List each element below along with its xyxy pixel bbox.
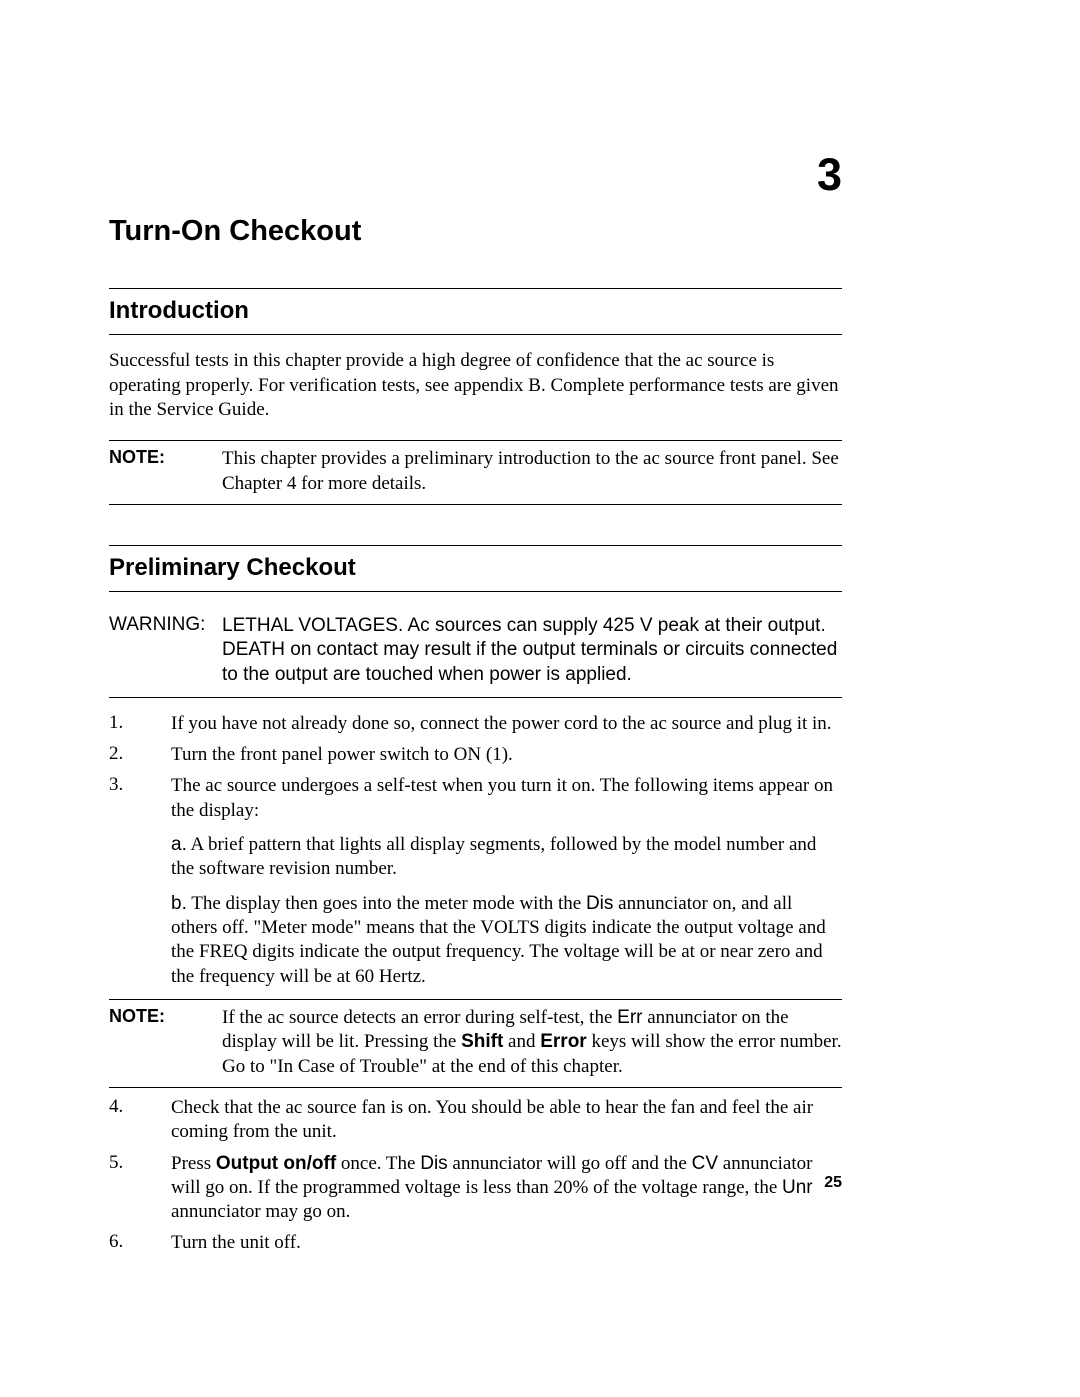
intro-paragraph: Successful tests in this chapter provide…: [109, 349, 842, 422]
step-5: 5. Press Output on/off once. The Dis ann…: [109, 1152, 842, 1225]
warning-body: LETHAL VOLTAGES. Ac sources can supply 4…: [222, 614, 842, 687]
heading-preliminary: Preliminary Checkout: [109, 554, 842, 582]
note2-error: Error: [540, 1031, 586, 1052]
step-6: 6. Turn the unit off.: [109, 1231, 842, 1255]
step5-p3: annunciator will go off and the: [448, 1153, 692, 1174]
step-body: Turn the unit off.: [171, 1231, 842, 1255]
note2-p3: and: [503, 1031, 540, 1052]
step-body: Check that the ac source fan is on. You …: [171, 1096, 842, 1145]
chapter-number: 3: [109, 152, 842, 197]
warning-box: WARNING: LETHAL VOLTAGES. Ac sources can…: [109, 606, 842, 698]
step-body: If you have not already done so, connect…: [171, 712, 842, 736]
step-4: 4. Check that the ac source fan is on. Y…: [109, 1096, 842, 1145]
step-3b-p1: The display then goes into the meter mod…: [187, 893, 586, 914]
section-preliminary: Preliminary Checkout WARNING: LETHAL VOL…: [109, 545, 842, 1256]
step-num: 2.: [109, 743, 171, 767]
note2-rule-bottom: [109, 1087, 842, 1088]
note-row: NOTE: This chapter provides a preliminar…: [109, 441, 842, 504]
section-introduction: Introduction Successful tests in this ch…: [109, 288, 842, 505]
step5-p2: once. The: [336, 1153, 420, 1174]
warning-label: WARNING:: [109, 614, 222, 687]
content-area: 3 Turn-On Checkout Introduction Successf…: [109, 152, 842, 1263]
section-rule-top-2: [109, 545, 842, 546]
page-number: 25: [824, 1174, 842, 1192]
note-box-intro: NOTE: This chapter provides a preliminar…: [109, 440, 842, 505]
note-body: This chapter provides a preliminary intr…: [222, 447, 842, 496]
section-rule-top: [109, 288, 842, 289]
step-num: 4.: [109, 1096, 171, 1145]
note2-p1: If the ac source detects an error during…: [222, 1007, 617, 1028]
steps-list-a: 1. If you have not already done so, conn…: [109, 712, 842, 989]
step5-unr: Unr: [782, 1177, 813, 1198]
step-2: 2. Turn the front panel power switch to …: [109, 743, 842, 767]
step5-p1: Press: [171, 1153, 216, 1174]
step-3b-prefix: b.: [171, 893, 187, 914]
note2-shift: Shift: [461, 1031, 503, 1052]
step-3a-prefix: a.: [171, 834, 187, 855]
note2-body: If the ac source detects an error during…: [222, 1006, 842, 1079]
step5-cv: CV: [692, 1153, 718, 1174]
warning-row: WARNING: LETHAL VOLTAGES. Ac sources can…: [109, 606, 842, 697]
step-num: 5.: [109, 1152, 171, 1225]
step-num: 1.: [109, 712, 171, 736]
step-body: The ac source undergoes a self-test when…: [171, 774, 842, 989]
step-3: 3. The ac source undergoes a self-test w…: [109, 774, 842, 989]
step5-dis: Dis: [420, 1153, 447, 1174]
step-3a-body: A brief pattern that lights all display …: [171, 834, 816, 879]
step-3b-dis: Dis: [586, 893, 613, 914]
step5-btn: Output on/off: [216, 1153, 336, 1174]
step-body: Press Output on/off once. The Dis annunc…: [171, 1152, 842, 1225]
step-3a: a. A brief pattern that lights all displ…: [171, 833, 842, 882]
note-rule-bottom: [109, 504, 842, 505]
step-num: 3.: [109, 774, 171, 989]
section-rule-bottom: [109, 334, 842, 335]
warning-rule-bottom: [109, 697, 842, 698]
heading-introduction: Introduction: [109, 297, 842, 325]
note-box-selftest: NOTE: If the ac source detects an error …: [109, 999, 842, 1088]
step-body: Turn the front panel power switch to ON …: [171, 743, 842, 767]
section-rule-bottom-2: [109, 591, 842, 592]
step-3-intro: The ac source undergoes a self-test when…: [171, 775, 833, 820]
note-label: NOTE:: [109, 447, 222, 496]
note2-label: NOTE:: [109, 1006, 222, 1079]
step5-p5: annunciator may go on.: [171, 1201, 350, 1222]
note2-err: Err: [617, 1007, 642, 1028]
step-3b: b. The display then goes into the meter …: [171, 892, 842, 989]
steps-list-b: 4. Check that the ac source fan is on. Y…: [109, 1096, 842, 1256]
page: 3 Turn-On Checkout Introduction Successf…: [0, 0, 1080, 1397]
step-1: 1. If you have not already done so, conn…: [109, 712, 842, 736]
step-num: 6.: [109, 1231, 171, 1255]
chapter-title: Turn-On Checkout: [109, 215, 842, 248]
note2-row: NOTE: If the ac source detects an error …: [109, 1000, 842, 1087]
